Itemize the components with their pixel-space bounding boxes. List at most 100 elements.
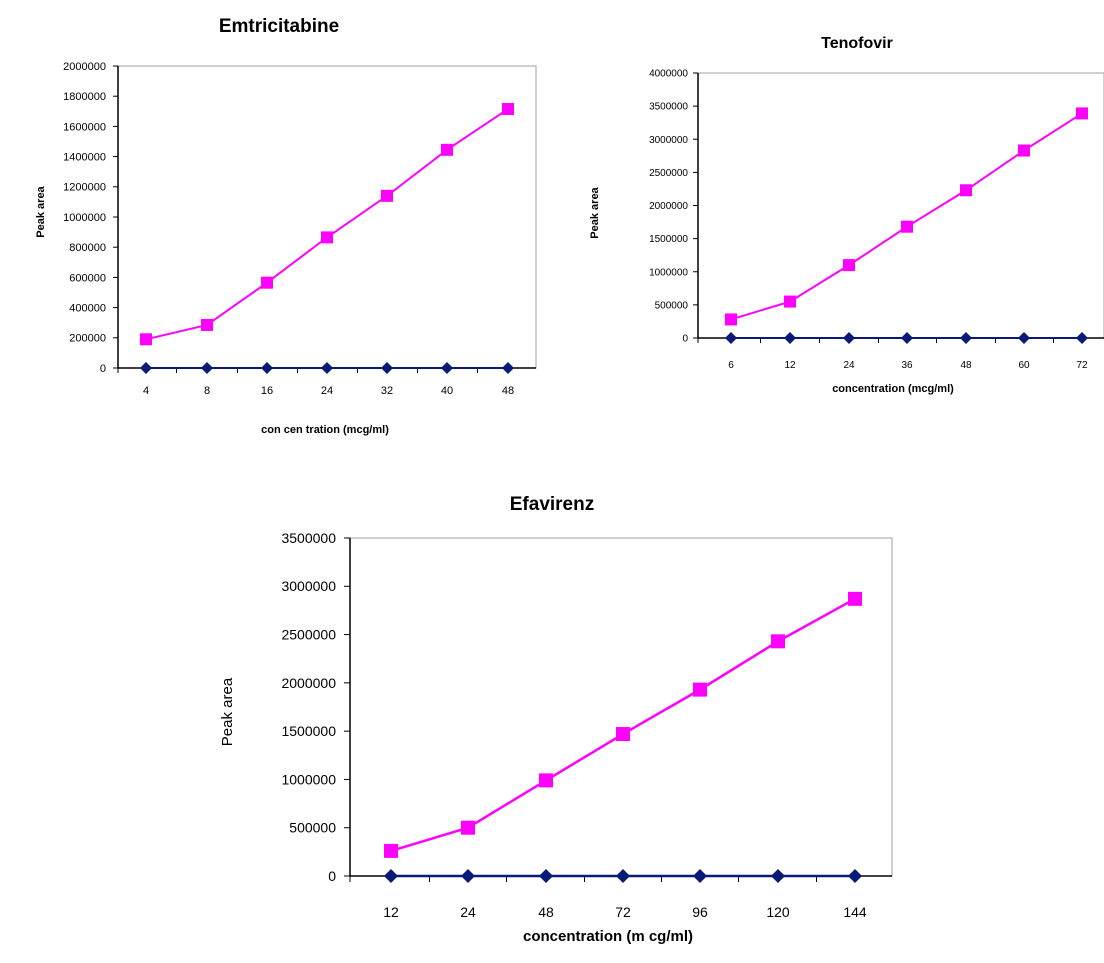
- y-tick-label: 1200000: [63, 182, 106, 194]
- series-1-point: [1076, 332, 1088, 344]
- series-2-point: [848, 591, 862, 606]
- series-1-point: [960, 332, 972, 344]
- series-2-line: [730, 112, 1083, 321]
- series-1-point: [901, 332, 913, 344]
- series-1-point: [725, 332, 737, 344]
- y-tick-label: 2000000: [649, 201, 688, 212]
- y-tick-label: 2500000: [281, 626, 336, 642]
- series-2-point: [725, 313, 737, 326]
- x-tick-label: 72: [1076, 360, 1088, 371]
- x-tick-label: 36: [901, 360, 913, 371]
- y-tick-label: 4000000: [649, 69, 688, 80]
- series-1-point: [321, 362, 333, 374]
- series-2-point: [261, 276, 273, 289]
- y-tick-label: 3500000: [649, 102, 688, 113]
- series-1-point: [539, 869, 553, 883]
- x-axis-label: con cen tration (mcg/ml): [261, 424, 389, 436]
- x-tick-label: 96: [692, 904, 708, 920]
- series-2-point: [321, 231, 333, 244]
- y-tick-label: 0: [328, 868, 336, 884]
- series-1-point: [848, 869, 862, 883]
- series-2-point: [381, 189, 393, 202]
- series-2-point: [502, 103, 514, 116]
- series-2-point: [1076, 107, 1088, 120]
- chart-efavirenz: Efavirenz 0 500000 1000000 1500000 2000000 250…: [219, 494, 893, 945]
- series-1-point: [441, 362, 453, 374]
- x-tick-label: 24: [321, 385, 333, 397]
- plot-area-border: [697, 72, 1104, 339]
- y-axis-label: Peak area: [589, 186, 601, 238]
- y-axis-label: Peak area: [35, 185, 47, 237]
- chart-title: Emtricitabine: [219, 16, 339, 37]
- series-2-point: [616, 727, 630, 742]
- y-tick-label: 1000000: [281, 771, 336, 787]
- series-1-point: [381, 362, 393, 374]
- x-tick-label: 48: [538, 904, 554, 920]
- y-tick-label: 400000: [69, 302, 106, 314]
- series-2-point: [693, 682, 707, 697]
- series-1-point: [261, 362, 273, 374]
- x-tick-label: 24: [843, 360, 855, 371]
- series-2-point: [441, 143, 453, 156]
- series-1-point: [1018, 332, 1030, 344]
- y-tick-label: 2500000: [649, 168, 688, 179]
- x-tick-label: 72: [615, 904, 631, 920]
- y-tick-label: 1600000: [63, 121, 106, 133]
- series-1-point: [616, 869, 630, 883]
- x-tick-label: 48: [960, 360, 972, 371]
- y-tick-label: 2000000: [281, 675, 336, 691]
- x-tick-label: 24: [460, 904, 476, 920]
- y-tick-label: 3000000: [649, 135, 688, 146]
- y-tick-label: 500000: [655, 300, 689, 311]
- x-tick-label: 12: [784, 360, 796, 371]
- y-tick-label: 3500000: [281, 530, 336, 546]
- y-tick-label: 0: [100, 363, 106, 375]
- series-2-line: [145, 108, 509, 341]
- x-tick-label: 120: [766, 904, 790, 920]
- x-tick-label: 40: [441, 385, 453, 397]
- series-2-point: [771, 634, 785, 649]
- x-tick-label: 48: [502, 385, 514, 397]
- y-tick-label: 1000000: [649, 267, 688, 278]
- series-1-point: [384, 869, 398, 883]
- x-tick-label: 32: [381, 385, 393, 397]
- series-2-line: [390, 597, 856, 853]
- series-2-point: [201, 318, 213, 331]
- chart-emtricitabine: Emtricitabine 0 200000 400000 600000 800000 10…: [35, 16, 537, 436]
- x-tick-label: 16: [261, 385, 273, 397]
- x-axis-label: concentration (mcg/ml): [832, 383, 954, 395]
- y-tick-label: 1400000: [63, 151, 106, 163]
- series-2-point: [960, 184, 972, 197]
- y-tick-label: 1500000: [281, 723, 336, 739]
- x-tick-label: 144: [843, 904, 867, 920]
- series-2-point: [1018, 144, 1030, 157]
- x-axis-label: concentration (m cg/ml): [523, 928, 693, 945]
- series-1-point: [771, 869, 785, 883]
- x-tick-label: 8: [204, 385, 210, 397]
- chart-title: Tenofovir: [821, 35, 893, 52]
- y-tick-label: 200000: [69, 333, 106, 345]
- plot-area-border: [349, 537, 893, 877]
- series-2-point: [140, 333, 152, 346]
- series-1-point: [201, 362, 213, 374]
- series-1-point: [843, 332, 855, 344]
- series-1-point: [461, 869, 475, 883]
- y-tick-label: 0: [682, 334, 688, 345]
- y-tick-label: 1800000: [63, 91, 106, 103]
- series-2-point: [784, 295, 796, 308]
- x-tick-label: 60: [1018, 360, 1030, 371]
- series-2-point: [384, 843, 398, 858]
- chart-title: Efavirenz: [510, 494, 594, 515]
- series-1-point: [693, 869, 707, 883]
- plot-area-border: [117, 65, 537, 369]
- y-tick-label: 3000000: [281, 578, 336, 594]
- chart-tenofovir: Tenofovir 0 500000 1000000 1500000 2000000 250…: [589, 35, 1104, 395]
- x-tick-label: 12: [383, 904, 399, 920]
- y-tick-label: 2000000: [63, 61, 106, 73]
- series-1-point: [502, 362, 514, 374]
- x-tick-label: 6: [728, 360, 734, 371]
- y-tick-label: 500000: [289, 820, 336, 836]
- y-axis-label: Peak area: [219, 677, 236, 746]
